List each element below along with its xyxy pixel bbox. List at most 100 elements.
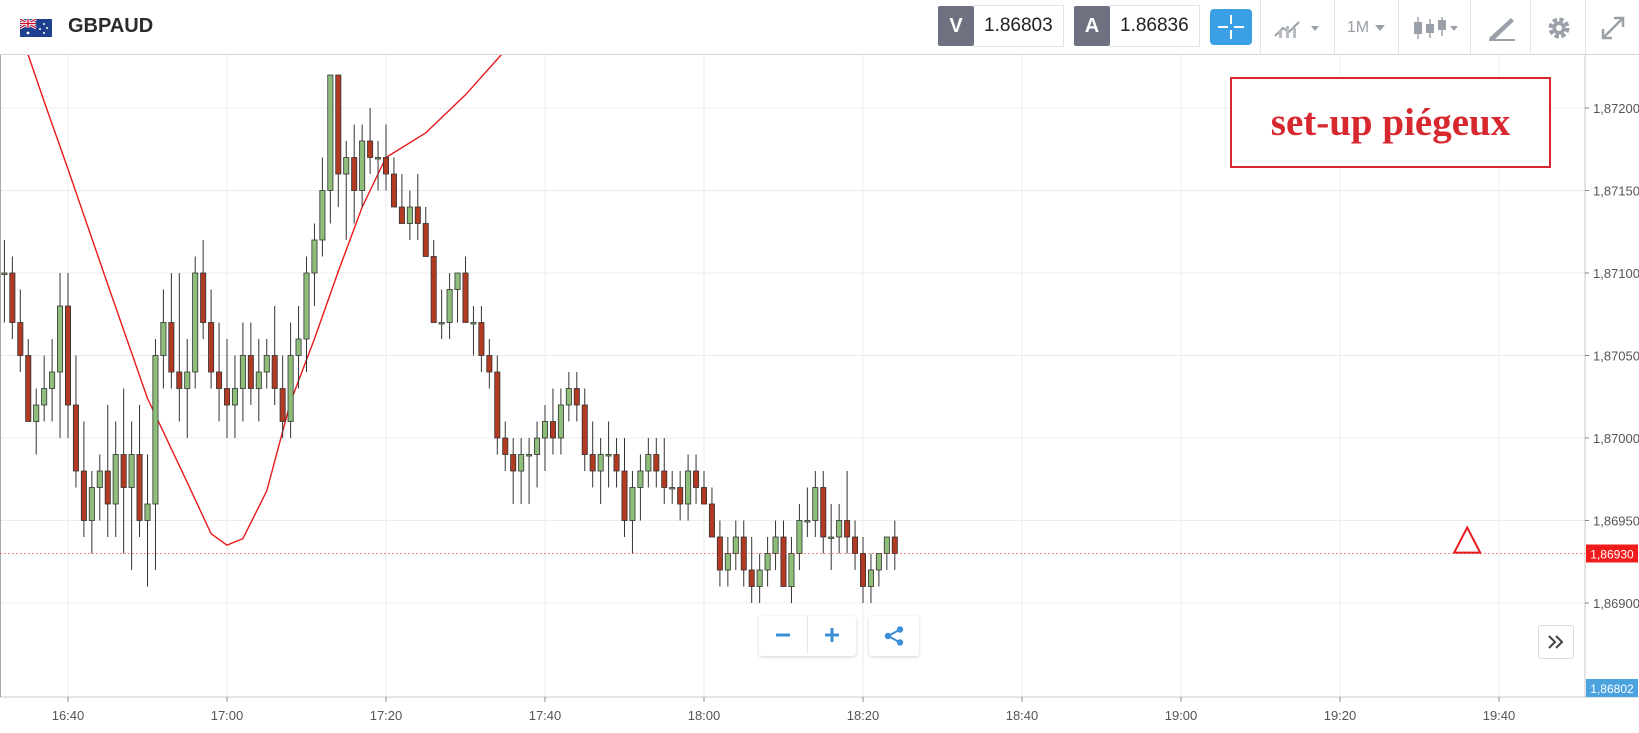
ask-price-box[interactable]: A 1.86836 xyxy=(1074,4,1200,48)
moving-average-line xyxy=(27,55,503,546)
price-tags: 1,86930 1,86802 xyxy=(0,544,1638,697)
zoom-in-button[interactable] xyxy=(808,616,856,654)
candle-body xyxy=(828,536,835,539)
annotation-box: set-up piégeux xyxy=(1230,77,1551,168)
candle xyxy=(17,289,24,372)
timeframe-dropdown[interactable]: 1M xyxy=(1334,0,1399,55)
drawing-icon xyxy=(1489,17,1515,41)
candle-body xyxy=(295,338,302,356)
candlestick-button[interactable] xyxy=(1398,0,1471,55)
zoom-out-button[interactable] xyxy=(759,616,808,654)
candle xyxy=(836,504,843,554)
candle xyxy=(724,537,731,587)
candle-body xyxy=(669,487,676,490)
candle xyxy=(144,454,151,587)
marker-layer xyxy=(1452,525,1482,554)
candle-body xyxy=(470,322,477,325)
x-tick-label: 17:20 xyxy=(370,708,403,723)
candle xyxy=(581,388,588,471)
candle-body xyxy=(104,470,111,505)
candle-body xyxy=(41,388,48,406)
bid-price-box[interactable]: V 1.86803 xyxy=(938,4,1064,48)
candle-body xyxy=(510,454,517,472)
candle-body xyxy=(96,470,103,488)
zoom-controls xyxy=(759,616,856,656)
candle-body xyxy=(557,404,564,439)
candle-body xyxy=(542,421,549,439)
scroll-to-end-button[interactable] xyxy=(1538,625,1574,659)
candle-body xyxy=(796,520,803,554)
candle xyxy=(629,471,636,554)
candle-body xyxy=(343,157,350,175)
chart-type-button[interactable] xyxy=(1260,0,1335,55)
share-button[interactable] xyxy=(869,616,919,656)
candle-body xyxy=(844,520,851,538)
moving-average-layer xyxy=(27,55,503,546)
candle-body xyxy=(708,503,715,538)
candle xyxy=(112,421,119,537)
candle xyxy=(804,487,811,537)
candle-body xyxy=(852,536,859,554)
candle xyxy=(732,520,739,570)
candle xyxy=(200,240,207,339)
candle xyxy=(247,322,254,405)
candle xyxy=(518,438,525,504)
candle-body xyxy=(414,206,421,224)
candle xyxy=(25,339,32,422)
gb-au-flag-icon xyxy=(20,19,52,37)
ask-value: 1.86836 xyxy=(1110,5,1200,47)
candle-body xyxy=(446,289,453,323)
candle-body xyxy=(9,272,16,323)
drawing-tools-button[interactable] xyxy=(1470,0,1531,55)
candle xyxy=(390,157,397,208)
candle-body xyxy=(160,322,167,356)
candle xyxy=(605,421,612,488)
candle xyxy=(414,174,421,240)
settings-button[interactable] xyxy=(1530,0,1586,55)
x-tick-label: 16:40 xyxy=(52,708,85,723)
candle-body xyxy=(764,553,771,571)
candle xyxy=(104,405,111,537)
candle xyxy=(152,339,159,570)
candle-body xyxy=(390,173,397,208)
candle xyxy=(255,339,262,422)
x-tick-label: 18:20 xyxy=(847,708,880,723)
expand-button[interactable] xyxy=(1585,0,1639,55)
candle xyxy=(510,438,517,504)
double-chevron-right-icon xyxy=(1548,635,1564,649)
candle-body xyxy=(144,503,151,521)
candle-body xyxy=(176,371,183,389)
candle xyxy=(271,306,278,405)
candle xyxy=(88,471,95,554)
candle-body xyxy=(319,190,326,241)
candle-body xyxy=(788,553,795,587)
candle-body xyxy=(454,272,461,290)
candle xyxy=(192,256,199,389)
candle-body xyxy=(820,487,827,538)
candle xyxy=(80,421,87,537)
candle xyxy=(597,438,604,504)
current-price-label: 1,86930 xyxy=(1590,548,1634,562)
candle xyxy=(335,74,342,207)
candle-body xyxy=(478,322,485,356)
candle-body xyxy=(255,371,262,389)
candle xyxy=(279,355,286,438)
candle-body xyxy=(287,355,294,422)
candle xyxy=(502,421,509,471)
x-tick-label: 19:40 xyxy=(1483,708,1516,723)
y-tick-label: 1,86950 xyxy=(1593,514,1639,529)
candles-layer xyxy=(1,74,898,603)
candle-body xyxy=(804,520,811,523)
chevron-down-icon xyxy=(1375,24,1386,31)
candle xyxy=(208,289,215,389)
candle-body xyxy=(1,272,8,275)
candle xyxy=(303,256,310,372)
candle-body xyxy=(430,256,437,323)
candle xyxy=(398,174,405,224)
candle xyxy=(669,471,676,504)
candle-body xyxy=(88,487,95,521)
x-tick-label: 18:40 xyxy=(1006,708,1039,723)
crosshair-button[interactable] xyxy=(1210,9,1252,45)
gear-icon xyxy=(1548,17,1569,38)
candle-body xyxy=(526,454,533,457)
